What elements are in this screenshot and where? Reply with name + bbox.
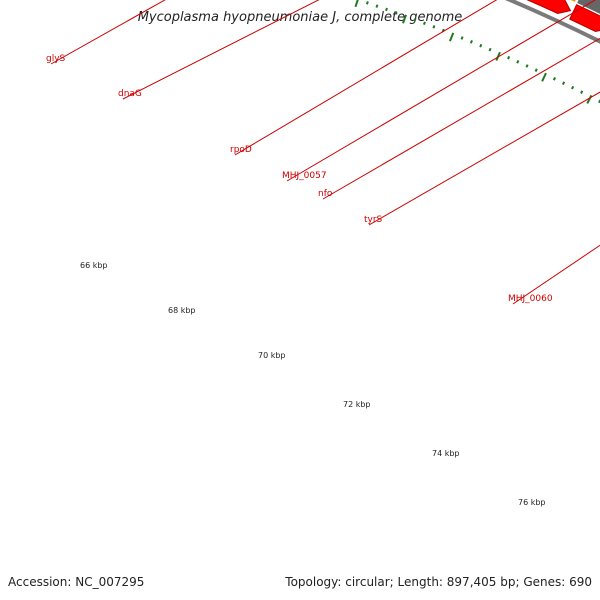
minor-tick-1-12 <box>423 21 426 25</box>
minor-tick-1-8 <box>385 7 388 12</box>
minor-tick-1-19 <box>488 47 492 52</box>
minor-tick-1-22 <box>516 60 520 64</box>
map-title: Mycoplasma hyopneumoniae J, complete gen… <box>137 10 463 25</box>
kbp-label-3: 72 kbp <box>343 400 371 409</box>
gene-bar-rpod <box>570 0 576 2</box>
minor-tick-1-16 <box>460 36 464 40</box>
cds-arrows <box>526 0 600 32</box>
minor-tick-1-28 <box>571 85 575 90</box>
gene-label-mhj_0057: MHJ_0057 <box>282 171 327 181</box>
kbp-label-5: 76 kbp <box>518 498 546 507</box>
minor-tick-1-9 <box>394 11 398 15</box>
cds-arrow-3 <box>569 3 600 32</box>
cds-arrow-2 <box>526 0 572 14</box>
minor-tick-1-26 <box>552 77 557 81</box>
major-tick-1-30 <box>586 94 593 104</box>
gene-label-mhj_0060: MHJ_0060 <box>508 294 553 304</box>
leader-mhj_0060 <box>512 244 600 305</box>
leader-rpod <box>234 0 498 156</box>
gene-label-tyrs: tyrS <box>364 215 383 225</box>
leader-glys <box>50 0 166 65</box>
major-tick-1-5 <box>354 0 359 8</box>
minor-tick-1-23 <box>525 64 529 68</box>
accession-text: Accession: NC_007295 <box>8 575 145 589</box>
minor-tick-1-21 <box>507 55 511 60</box>
gene-label-dnag: dnaG <box>118 89 142 99</box>
leader-tyrs <box>368 91 600 226</box>
kbp-label-4: 74 kbp <box>432 449 460 458</box>
minor-tick-1-27 <box>561 81 566 85</box>
minor-tick-1-13 <box>432 25 436 29</box>
kbp-label-1: 68 kbp <box>168 306 196 315</box>
minor-tick-1-18 <box>479 43 483 48</box>
minor-tick-1-6 <box>365 1 369 5</box>
leader-nfo <box>322 37 600 200</box>
minor-tick-1-7 <box>375 4 379 8</box>
major-tick-1-10 <box>402 14 407 24</box>
minor-tick-1-11 <box>413 17 417 22</box>
gene-bars <box>570 0 600 14</box>
leader-mhj_0057 <box>286 0 597 182</box>
gene-bar-mhj_0057 <box>577 0 600 14</box>
major-tick-1-25 <box>541 72 547 82</box>
kbp-label-2: 70 kbp <box>258 351 286 360</box>
genome-summary: Topology: circular; Length: 897,405 bp; … <box>285 575 592 589</box>
minor-tick-1-24 <box>534 68 538 72</box>
kbp-label-0: 66 kbp <box>80 261 108 270</box>
major-tick-1-15 <box>449 32 455 42</box>
minor-tick-1-17 <box>469 40 473 44</box>
minor-tick-1-29 <box>580 90 584 94</box>
leader-dnag <box>122 0 320 100</box>
gene-label-rpod: rpoD <box>230 145 252 155</box>
kbp-labels: 66 kbp 68 kbp 70 kbp 72 kbp 74 kbp 76 kbp <box>80 261 546 507</box>
gene-label-glys: glyS <box>46 54 66 64</box>
gene-label-nfo: nfo <box>318 189 333 199</box>
